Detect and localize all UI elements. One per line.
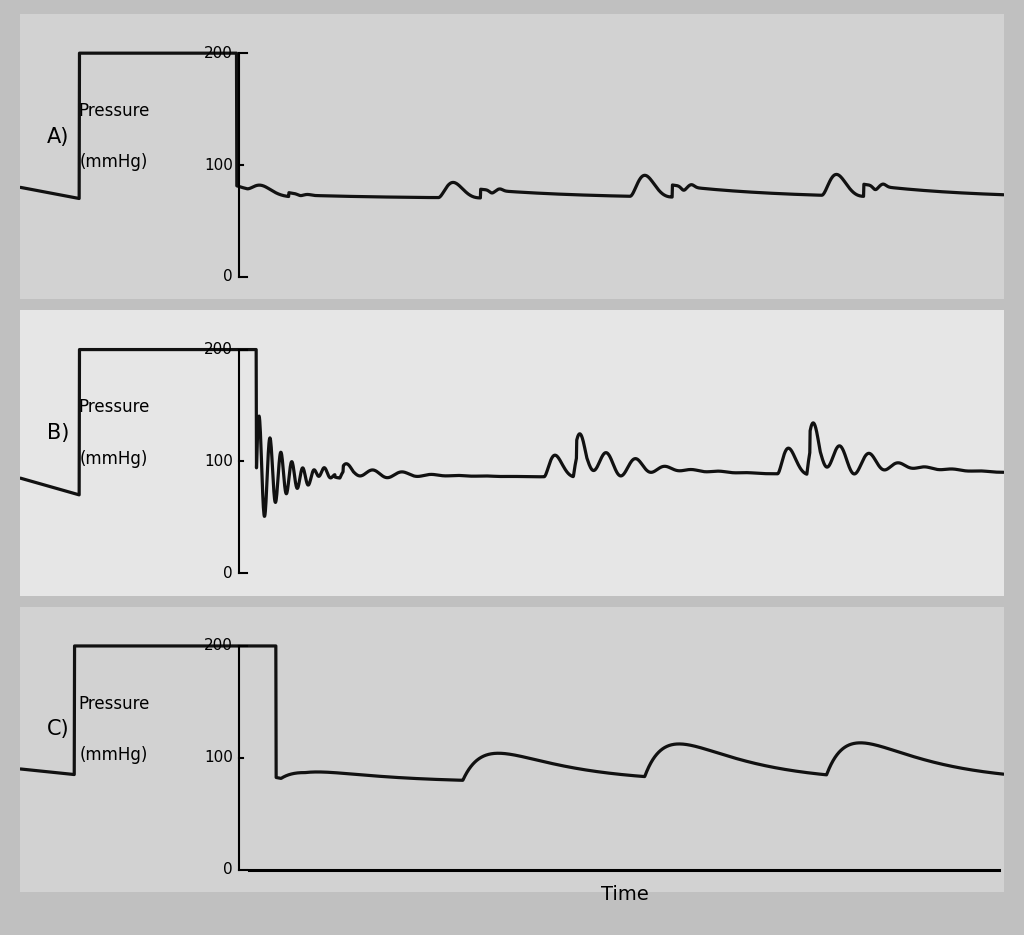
Text: 0: 0 <box>223 269 232 284</box>
Point <box>232 863 245 874</box>
Point <box>232 568 245 579</box>
Text: (mmHg): (mmHg) <box>80 746 148 764</box>
Point <box>232 864 245 875</box>
Point <box>241 864 253 875</box>
Point <box>243 864 255 875</box>
Point <box>232 568 245 579</box>
Text: Time: Time <box>601 885 649 904</box>
Point <box>241 270 253 281</box>
Text: 200: 200 <box>204 46 232 61</box>
Point <box>232 270 245 281</box>
Text: 0: 0 <box>223 566 232 581</box>
Point <box>232 567 245 578</box>
Text: (mmHg): (mmHg) <box>80 153 148 171</box>
Text: A): A) <box>47 126 69 147</box>
Point <box>241 568 253 579</box>
Point <box>232 567 245 578</box>
Point <box>232 271 245 282</box>
Point <box>241 271 253 282</box>
Point <box>232 863 245 874</box>
Point <box>232 864 245 875</box>
Text: B): B) <box>47 423 69 443</box>
Text: Pressure: Pressure <box>78 695 150 712</box>
Text: 100: 100 <box>204 157 232 172</box>
Text: Pressure: Pressure <box>78 102 150 120</box>
Point <box>237 568 249 579</box>
Point <box>232 568 245 579</box>
Point <box>237 271 249 282</box>
Text: (mmHg): (mmHg) <box>80 450 148 468</box>
Point <box>992 864 1005 875</box>
Text: 200: 200 <box>204 639 232 654</box>
Text: 0: 0 <box>223 862 232 877</box>
Point <box>241 567 253 578</box>
Text: 100: 100 <box>204 750 232 765</box>
Point <box>232 270 245 281</box>
Point <box>232 864 245 875</box>
Text: 100: 100 <box>204 453 232 468</box>
Text: Pressure: Pressure <box>78 398 150 416</box>
Point <box>232 271 245 282</box>
Text: 200: 200 <box>204 342 232 357</box>
Text: C): C) <box>46 719 70 740</box>
Point <box>232 271 245 282</box>
Point <box>237 864 249 875</box>
Point <box>241 863 253 874</box>
